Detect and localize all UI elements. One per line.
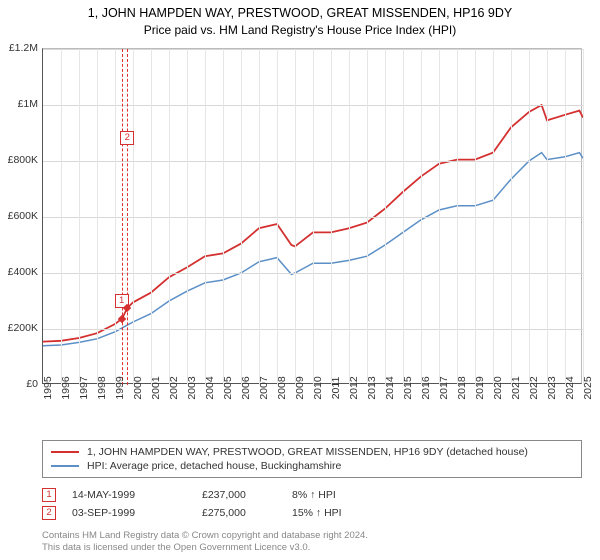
gridline-v: [79, 49, 80, 385]
xtick-label: 2015: [402, 376, 414, 399]
legend-label-property: 1, JOHN HAMPDEN WAY, PRESTWOOD, GREAT MI…: [87, 446, 528, 458]
gridline-v: [421, 49, 422, 385]
xtick-label: 2016: [420, 376, 432, 399]
gridline-v: [295, 49, 296, 385]
xtick-label: 2006: [240, 376, 252, 399]
xtick-label: 2010: [312, 376, 324, 399]
gridline-v: [115, 49, 116, 385]
gridline-v: [457, 49, 458, 385]
gridline-v: [493, 49, 494, 385]
footer-line2: This data is licensed under the Open Gov…: [42, 542, 582, 554]
transaction-row-marker: 1: [42, 488, 56, 502]
transaction-table: 1 14-MAY-1999£237,0008% ↑ HPI 2 03-SEP-1999…: [42, 486, 582, 522]
transaction-row: 1 14-MAY-1999£237,0008% ↑ HPI: [42, 486, 582, 504]
gridline-v: [61, 49, 62, 385]
title-block: 1, JOHN HAMPDEN WAY, PRESTWOOD, GREAT MI…: [0, 0, 600, 37]
transaction-row: 2 03-SEP-1999£275,00015% ↑ HPI: [42, 504, 582, 522]
gridline-v: [583, 49, 584, 385]
xtick-label: 1997: [78, 376, 90, 399]
xtick-label: 2023: [546, 376, 558, 399]
gridline-v: [169, 49, 170, 385]
xtick-label: 2018: [456, 376, 468, 399]
legend-swatch-property: [51, 451, 79, 453]
gridline-v: [511, 49, 512, 385]
xtick-label: 2019: [474, 376, 486, 399]
ytick-label: £400K: [0, 266, 38, 278]
xtick-label: 2005: [222, 376, 234, 399]
xtick-label: 2007: [258, 376, 270, 399]
transaction-date: 14-MAY-1999: [72, 489, 202, 501]
legend-row-property: 1, JOHN HAMPDEN WAY, PRESTWOOD, GREAT MI…: [51, 445, 573, 459]
xtick-label: 2025: [582, 376, 594, 399]
ytick-label: £600K: [0, 210, 38, 222]
legend-swatch-hpi: [51, 465, 79, 467]
gridline-v: [205, 49, 206, 385]
gridline-v: [97, 49, 98, 385]
transaction-date: 03-SEP-1999: [72, 507, 202, 519]
transaction-row-marker: 2: [42, 506, 56, 520]
gridline-v: [367, 49, 368, 385]
xtick-label: 2012: [348, 376, 360, 399]
ytick-label: £0: [0, 378, 38, 390]
gridline-v: [259, 49, 260, 385]
ytick-label: £800K: [0, 154, 38, 166]
xtick-label: 1998: [96, 376, 108, 399]
xtick-label: 2011: [330, 377, 342, 400]
legend-box: 1, JOHN HAMPDEN WAY, PRESTWOOD, GREAT MI…: [42, 440, 582, 478]
gridline-v: [241, 49, 242, 385]
xtick-label: 2008: [276, 376, 288, 399]
transaction-pct: 15% ↑ HPI: [292, 507, 392, 519]
xtick-label: 1995: [42, 376, 54, 399]
xtick-label: 2014: [384, 376, 396, 399]
legend-label-hpi: HPI: Average price, detached house, Buck…: [87, 460, 341, 472]
xtick-label: 2000: [132, 376, 144, 399]
xtick-label: 1999: [114, 376, 126, 399]
transaction-price: £237,000: [202, 489, 292, 501]
transaction-pct: 8% ↑ HPI: [292, 489, 392, 501]
xtick-label: 2021: [510, 376, 522, 399]
gridline-v: [313, 49, 314, 385]
gridline-v: [133, 49, 134, 385]
gridline-v: [529, 49, 530, 385]
gridline-v: [187, 49, 188, 385]
xtick-label: 2020: [492, 376, 504, 399]
xtick-label: 2001: [150, 376, 162, 399]
xtick-label: 2004: [204, 376, 216, 399]
chart-area: 12 £0£200K£400K£600K£800K£1M£1.2M1995199…: [42, 48, 582, 406]
chart-footer: Contains HM Land Registry data © Crown c…: [42, 530, 582, 555]
chart-subtitle: Price paid vs. HM Land Registry's House …: [0, 23, 600, 37]
transaction-price: £275,000: [202, 507, 292, 519]
ytick-label: £1.2M: [0, 42, 38, 54]
gridline-v: [547, 49, 548, 385]
ytick-label: £200K: [0, 322, 38, 334]
transaction-ref-line: [127, 49, 128, 385]
gridline-v: [331, 49, 332, 385]
xtick-label: 2002: [168, 376, 180, 399]
xtick-label: 1996: [60, 376, 72, 399]
gridline-v: [349, 49, 350, 385]
gridline-v: [403, 49, 404, 385]
plot-area: 12: [42, 48, 582, 384]
legend-row-hpi: HPI: Average price, detached house, Buck…: [51, 459, 573, 473]
gridline-v: [475, 49, 476, 385]
footer-line1: Contains HM Land Registry data © Crown c…: [42, 530, 582, 542]
xtick-label: 2013: [366, 376, 378, 399]
gridline-v: [565, 49, 566, 385]
transaction-marker: 2: [120, 131, 134, 145]
ytick-label: £1M: [0, 98, 38, 110]
xtick-label: 2024: [564, 376, 576, 399]
legend-panel: 1, JOHN HAMPDEN WAY, PRESTWOOD, GREAT MI…: [42, 440, 582, 555]
chart-container: 1, JOHN HAMPDEN WAY, PRESTWOOD, GREAT MI…: [0, 0, 600, 560]
chart-title-address: 1, JOHN HAMPDEN WAY, PRESTWOOD, GREAT MI…: [0, 6, 600, 20]
gridline-v: [385, 49, 386, 385]
xtick-label: 2009: [294, 376, 306, 399]
gridline-v: [277, 49, 278, 385]
xtick-label: 2022: [528, 376, 540, 399]
xtick-label: 2017: [438, 376, 450, 399]
xtick-label: 2003: [186, 376, 198, 399]
transaction-ref-line: [122, 49, 123, 385]
gridline-v: [223, 49, 224, 385]
gridline-v: [439, 49, 440, 385]
gridline-v: [151, 49, 152, 385]
